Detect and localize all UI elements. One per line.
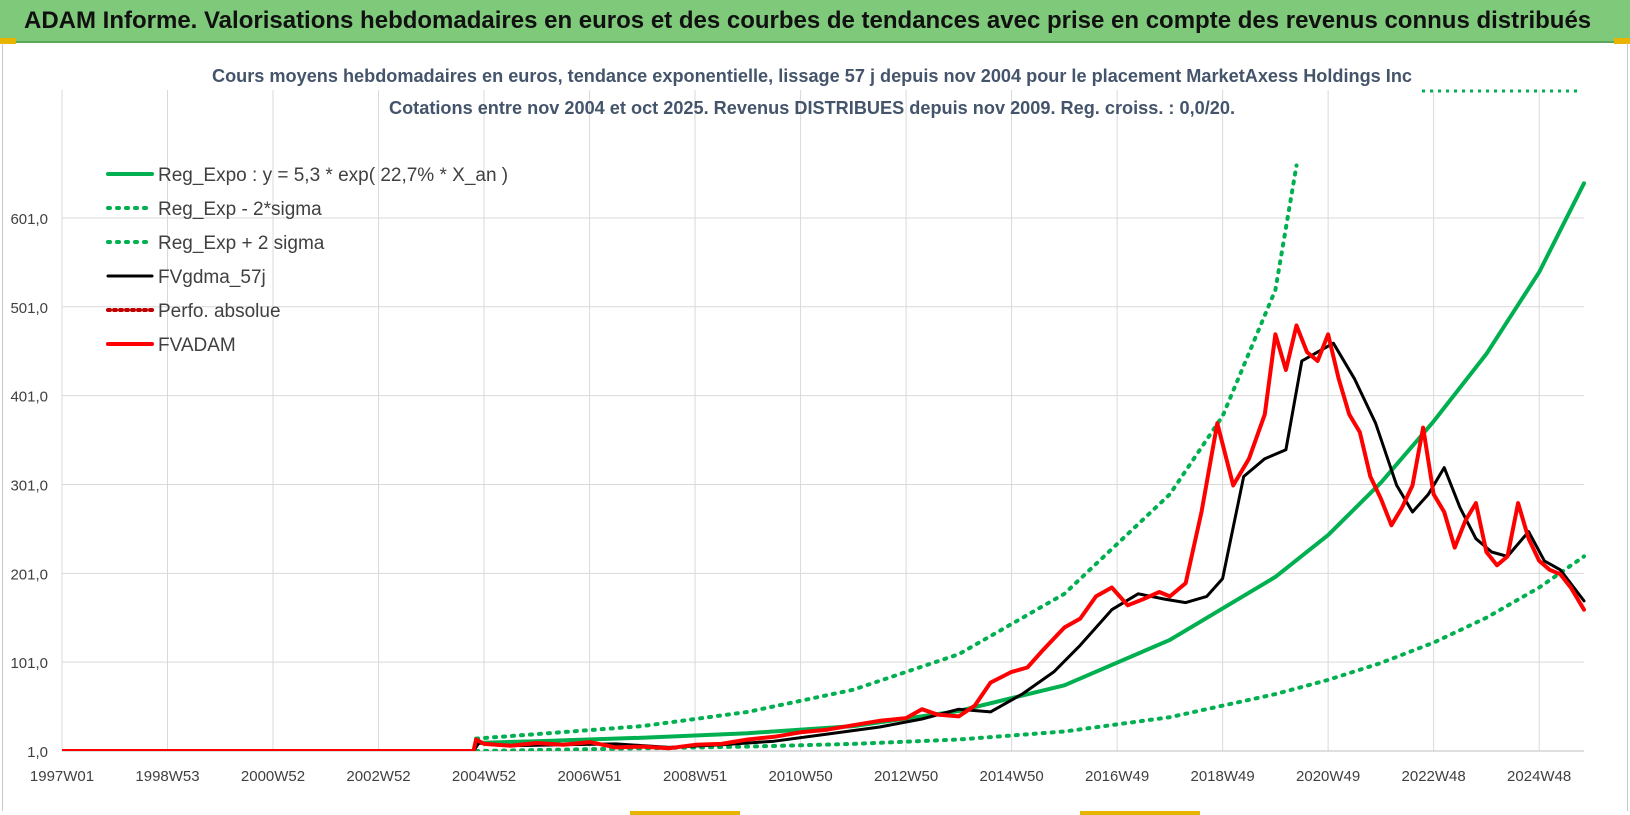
legend-label: FVADAM	[158, 335, 236, 356]
bottom-marker-2	[1080, 811, 1200, 815]
x-tick-label: 2024W48	[1507, 768, 1571, 785]
y-tick-label: 301,0	[10, 477, 48, 494]
y-tick-label: 601,0	[10, 211, 48, 228]
legend-label: Perfo. absolue	[158, 301, 281, 322]
x-axis-ticks: 1997W01 1998W53 2000W52 2002W52 2004W52 2006W…	[30, 768, 1571, 785]
report-title: ADAM Informe. Valorisations hebdomadaire…	[24, 7, 1592, 34]
chart-frame	[2, 43, 1628, 811]
x-tick-label: 2010W50	[768, 768, 832, 785]
y-tick-label: 1,0	[27, 744, 48, 761]
bottom-marker	[630, 811, 740, 815]
series-reg-expo	[474, 181, 1586, 745]
x-tick-label: 1997W01	[30, 768, 94, 785]
x-tick-label: 2008W51	[663, 768, 727, 785]
legend-label: Reg_Expo : y = 5,3 * exp( 22,7% * X_an )	[158, 165, 508, 186]
corner-marker-left	[0, 38, 16, 44]
series-fvgdma-57j	[62, 341, 1586, 751]
x-tick-label: 1998W53	[135, 768, 199, 785]
y-axis-ticks: 1,0 101,0 201,0 301,0 401,0 501,0 601,0	[10, 211, 48, 761]
x-tick-label: 2000W52	[241, 768, 305, 785]
series-lines	[62, 163, 1586, 751]
y-tick-label: 501,0	[10, 300, 48, 317]
y-tick-label: 101,0	[10, 655, 48, 672]
x-tick-label: 2006W51	[557, 768, 621, 785]
y-tick-label: 201,0	[10, 566, 48, 583]
x-tick-label: 2018W49	[1191, 768, 1255, 785]
y-tick-label: 401,0	[10, 389, 48, 406]
legend-label: Reg_Exp - 2*sigma	[158, 199, 322, 220]
x-tick-label: 2004W52	[452, 768, 516, 785]
x-tick-label: 2016W49	[1085, 768, 1149, 785]
corner-marker-right	[1614, 38, 1630, 44]
legend-label: FVgdma_57j	[158, 267, 266, 288]
chart-title-line2: Cotations entre nov 2004 et oct 2025. Re…	[389, 98, 1235, 118]
series-reg-plus-2sigma	[474, 163, 1299, 741]
chart-title-line1: Cours moyens hebdomadaires en euros, ten…	[212, 66, 1412, 86]
legend-label: Reg_Exp + 2 sigma	[158, 233, 325, 254]
x-tick-label: 2022W48	[1402, 768, 1466, 785]
chart-legend: Reg_Expo : y = 5,3 * exp( 22,7% * X_an )…	[106, 165, 508, 356]
series-reg-minus-2sigma	[474, 554, 1586, 751]
x-tick-label: 2020W49	[1296, 768, 1360, 785]
x-tick-label: 2002W52	[346, 768, 410, 785]
report-header: ADAM Informe. Valorisations hebdomadaire…	[0, 0, 1630, 43]
x-tick-label: 2014W50	[979, 768, 1043, 785]
series-fvadam	[62, 323, 1586, 751]
chart-grid	[61, 90, 1584, 752]
x-tick-label: 2012W50	[874, 768, 938, 785]
